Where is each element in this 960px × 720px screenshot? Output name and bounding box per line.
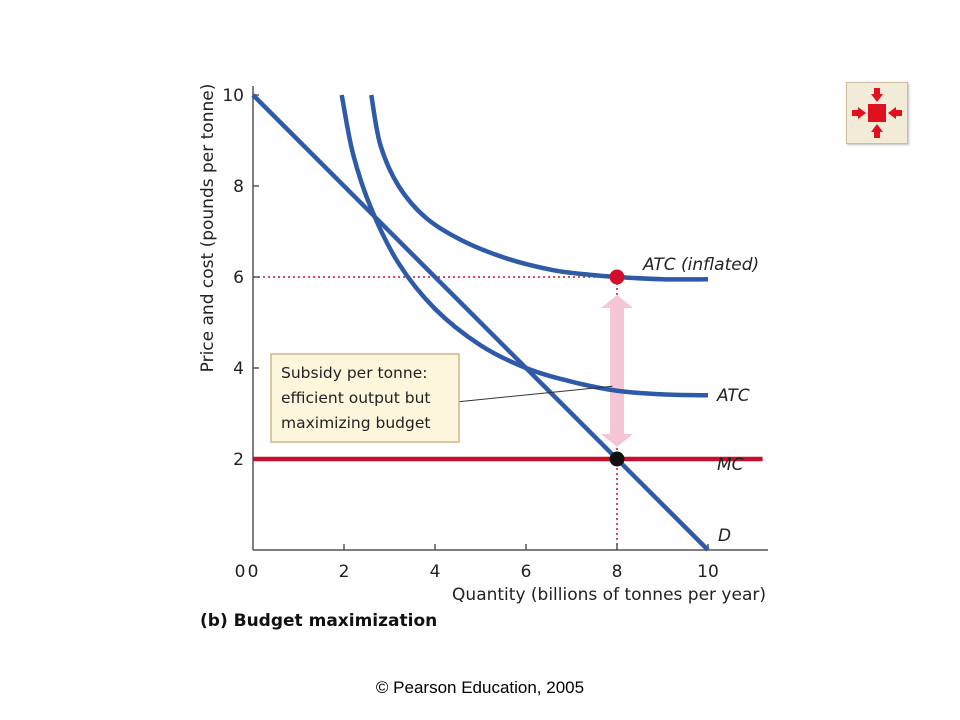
icon-arrow-left [852, 107, 866, 119]
axis-ticks: 0 2 4 6 8 10 0 2 4 6 8 10 [222, 86, 718, 582]
icon-arrow-right [888, 107, 902, 119]
label-d: D [718, 526, 731, 546]
x-tick-label-8: 8 [612, 562, 623, 582]
y-tick-label-8: 8 [233, 177, 244, 197]
x-tick-label-6: 6 [521, 562, 532, 582]
annotation-box [270, 353, 460, 443]
annotation-pointer [455, 385, 613, 403]
icon-arrow-top [871, 88, 883, 102]
label-atc: ATC [716, 386, 750, 406]
series-atc-inflated [369, 94, 709, 282]
y-tick-label-2: 2 [233, 450, 244, 470]
subsidy-arrow-shape [601, 295, 633, 447]
data-points [609, 269, 625, 467]
annotation-line-2: efficient output but [281, 389, 431, 407]
y-tick-label-4: 4 [233, 359, 244, 379]
copyright-text: © Pearson Education, 2005 [375, 678, 585, 697]
axes [252, 86, 768, 551]
point-0 [609, 269, 625, 285]
subsidy-arrow [601, 295, 633, 447]
y-tick-label-10: 10 [222, 86, 244, 106]
x-tick-label-10: 10 [697, 562, 719, 582]
annotation: Subsidy per tonne: efficient output but … [270, 353, 613, 443]
icon-centre-square [868, 104, 886, 122]
point-1 [609, 451, 625, 467]
series-atc [339, 94, 709, 398]
origin-label: 0 [235, 562, 246, 582]
x-tick-label-0: 0 [248, 562, 259, 582]
x-axis-title: Quantity (billions of tonnes per year) [452, 585, 766, 605]
expand-arrows-icon [852, 88, 902, 138]
panel-caption: (b) Budget maximization [200, 611, 437, 631]
y-tick-label-6: 6 [233, 268, 244, 288]
icon-arrow-bottom [871, 124, 883, 138]
x-tick-label-4: 4 [430, 562, 441, 582]
series-lines [251, 93, 763, 552]
y-axis-title: Price and cost (pounds per tonne) [198, 84, 218, 373]
nav-expand-button[interactable] [846, 82, 908, 144]
curve-labels: ATC (inflated) ATC MC D [642, 255, 759, 546]
label-mc: MC [717, 455, 744, 475]
annotation-line-1: Subsidy per tonne: [281, 364, 427, 382]
label-atc-inflated: ATC (inflated) [642, 255, 759, 275]
annotation-line-3: maximizing budget [281, 414, 430, 432]
series-d [251, 93, 710, 552]
x-tick-label-2: 2 [339, 562, 350, 582]
